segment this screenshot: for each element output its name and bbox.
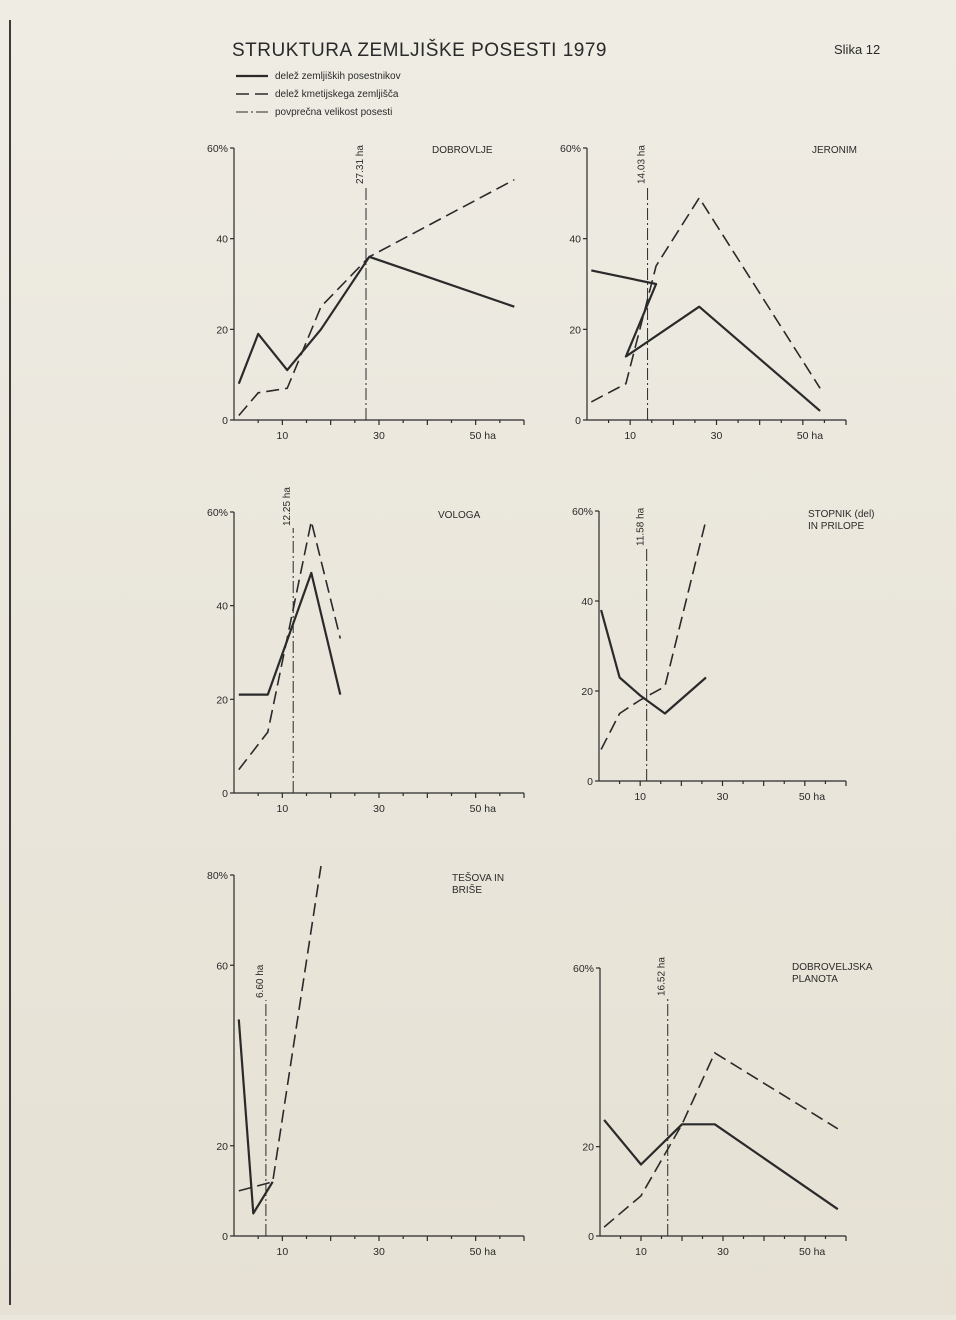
x-tick-label: 10: [635, 1246, 647, 1258]
x-tick-label: 10: [634, 791, 646, 803]
y-tick-label: 0: [222, 1231, 228, 1243]
y-tick-label: 20: [216, 324, 228, 336]
chart-panel: 0 20 40 60% 10 30 50 ha 12.25 ha VOLOGA: [207, 487, 525, 815]
x-tick-label: 50 ha: [799, 1246, 825, 1258]
series-zemljisce-line: [238, 865, 322, 1192]
x-tick-label: 50 ha: [799, 791, 825, 803]
panel-title: STOPNIK (del) IN PRILOPE: [808, 509, 875, 532]
legend-label-povprecna: povprečna velikost posesti: [275, 107, 392, 118]
x-tick-label: 30: [717, 791, 729, 803]
y-tick-label: 20: [569, 324, 581, 336]
panel-title: VOLOGA: [438, 510, 481, 521]
legend-label-posestniki: delež zemljiških posestnikov: [275, 71, 401, 82]
panel-title-line: JERONIM: [812, 145, 857, 156]
average-size-label: 16.52 ha: [657, 957, 668, 996]
series-zemljisce-line: [600, 519, 707, 750]
y-tick-label: 60: [216, 960, 228, 972]
page-margin-rule: [9, 20, 11, 1305]
panel-title-line: PLANOTA: [792, 974, 838, 985]
series-posestniki-line: [237, 1019, 274, 1215]
panel-title: TEŠOVA IN BRIŠE: [452, 871, 504, 896]
chart-panel: 0 20 40 60% 10 30 50 ha 27.31 ha DOBROVLJE: [207, 143, 525, 442]
x-tick-label: 10: [276, 803, 288, 815]
y-tick-label: 0: [222, 415, 228, 427]
average-size-label: 12.25 ha: [282, 487, 293, 526]
y-tick-label: 40: [581, 596, 593, 608]
y-tick-label: 60%: [573, 963, 594, 975]
average-size-label: 6.60 ha: [255, 964, 266, 998]
panel-title-line: IN PRILOPE: [808, 521, 864, 532]
x-tick-label: 10: [624, 430, 636, 442]
y-tick-label: 60%: [207, 507, 228, 519]
panel-title: DOBROVELJSKA PLANOTA: [792, 962, 873, 985]
average-size-label: 27.31 ha: [355, 145, 366, 184]
y-tick-label: 60%: [207, 143, 228, 155]
x-tick-label: 10: [276, 1246, 288, 1258]
x-tick-label: 30: [711, 430, 723, 442]
y-tick-label: 20: [581, 686, 593, 698]
series-posestniki-line: [591, 269, 821, 412]
x-tick-label: 50 ha: [470, 803, 496, 815]
series-posestniki-line: [238, 571, 342, 696]
panel-title: DOBROVLJE: [432, 145, 493, 156]
chart-panel: 0 20 40 60% 10 30 50 ha 11.58 ha STOPNIK (del) IN…: [572, 506, 875, 803]
x-tick-label: 10: [276, 430, 288, 442]
legend: delež zemljiških posestnikov delež kmeti…: [236, 71, 401, 118]
panel-title-line: BRIŠE: [452, 883, 482, 896]
y-tick-label: 20: [216, 694, 228, 706]
y-tick-label: 40: [216, 601, 228, 613]
average-size-label: 11.58 ha: [636, 507, 647, 546]
series-zemljisce-line: [238, 178, 515, 417]
series-zemljisce-line: [238, 521, 342, 771]
x-tick-label: 50 ha: [797, 430, 823, 442]
panel-title-line: TEŠOVA IN: [452, 871, 504, 884]
y-tick-label: 60%: [572, 506, 593, 518]
panel-title-line: VOLOGA: [438, 510, 481, 521]
x-tick-label: 50 ha: [470, 1246, 496, 1258]
series-zemljisce-line: [590, 196, 821, 403]
panel-title: JERONIM: [812, 145, 857, 156]
y-tick-label: 60%: [560, 143, 581, 155]
series-posestniki-line: [603, 1119, 839, 1211]
series-posestniki-line: [237, 255, 515, 385]
average-size-label: 14.03 ha: [637, 145, 648, 184]
panel-title-line: DOBROVLJE: [432, 145, 493, 156]
y-tick-label: 0: [575, 415, 581, 427]
panel-title-line: STOPNIK (del): [808, 509, 875, 520]
y-tick-label: 20: [582, 1142, 594, 1154]
chart-panel: 0 20 40 60% 10 30 50 ha 14.03 ha JERONIM: [560, 143, 857, 442]
y-tick-label: 20: [216, 1141, 228, 1153]
chart-panel: 0 20 60 80% 10 30 50 ha 6.60 ha TEŠOVA IN BRIŠE: [207, 865, 525, 1258]
series-posestniki-line: [600, 609, 707, 715]
panel-title-line: DOBROVELJSKA: [792, 962, 873, 973]
x-tick-label: 30: [373, 803, 385, 815]
figure-title: STRUKTURA ZEMLJIŠKE POSESTI 1979: [232, 39, 607, 61]
y-tick-label: 80%: [207, 870, 228, 882]
x-tick-label: 50 ha: [470, 430, 496, 442]
y-tick-label: 0: [587, 776, 593, 788]
x-tick-label: 30: [373, 430, 385, 442]
legend-label-zemljisce: delež kmetijskega zemljišča: [275, 89, 399, 100]
y-tick-label: 0: [588, 1231, 594, 1243]
chart-panels: 0 20 40 60% 10 30 50 ha 27.31 ha DOBROVLJE 0 20 40 6…: [207, 143, 875, 1258]
y-tick-label: 40: [216, 234, 228, 246]
x-tick-label: 30: [373, 1246, 385, 1258]
y-tick-label: 0: [222, 788, 228, 800]
figure-number: Slika 12: [834, 42, 880, 57]
x-tick-label: 30: [717, 1246, 729, 1258]
y-tick-label: 40: [569, 234, 581, 246]
series-zemljisce-line: [603, 1051, 839, 1228]
chart-panel: 0 20 60% 10 30 50 ha 16.52 ha DOBROVELJSKA PLANO…: [573, 957, 873, 1258]
